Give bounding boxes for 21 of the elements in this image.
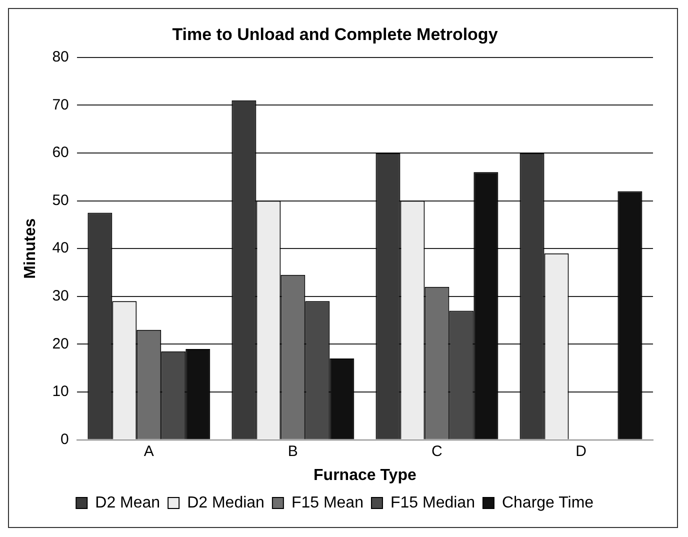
x-tick-label: C bbox=[432, 442, 443, 460]
legend-label: D2 Median bbox=[187, 494, 264, 512]
y-tick-label: 20 bbox=[52, 335, 69, 352]
legend-label: Charge Time bbox=[502, 494, 594, 512]
chart-title: Time to Unload and Complete Metrology bbox=[172, 24, 498, 44]
y-tick-label: 40 bbox=[52, 240, 69, 257]
x-tick-label: A bbox=[144, 442, 154, 460]
x-tick-label: D bbox=[576, 442, 587, 460]
legend-label: F15 Median bbox=[390, 494, 475, 512]
legend-label: F15 Mean bbox=[291, 494, 364, 512]
y-tick-label: 80 bbox=[52, 48, 69, 66]
y-tick-label: 0 bbox=[60, 430, 69, 448]
y-tick-label: 30 bbox=[52, 288, 69, 305]
y-tick-label: 60 bbox=[52, 144, 69, 162]
y-tick-label: 70 bbox=[52, 96, 69, 114]
y-axis-title: Minutes bbox=[22, 218, 40, 279]
x-axis-title: Furnace Type bbox=[314, 466, 416, 484]
y-tick-label: 50 bbox=[52, 192, 69, 209]
x-tick-label: B bbox=[288, 442, 298, 460]
y-tick-label: 10 bbox=[52, 383, 69, 400]
legend-label: D2 Mean bbox=[95, 494, 160, 512]
